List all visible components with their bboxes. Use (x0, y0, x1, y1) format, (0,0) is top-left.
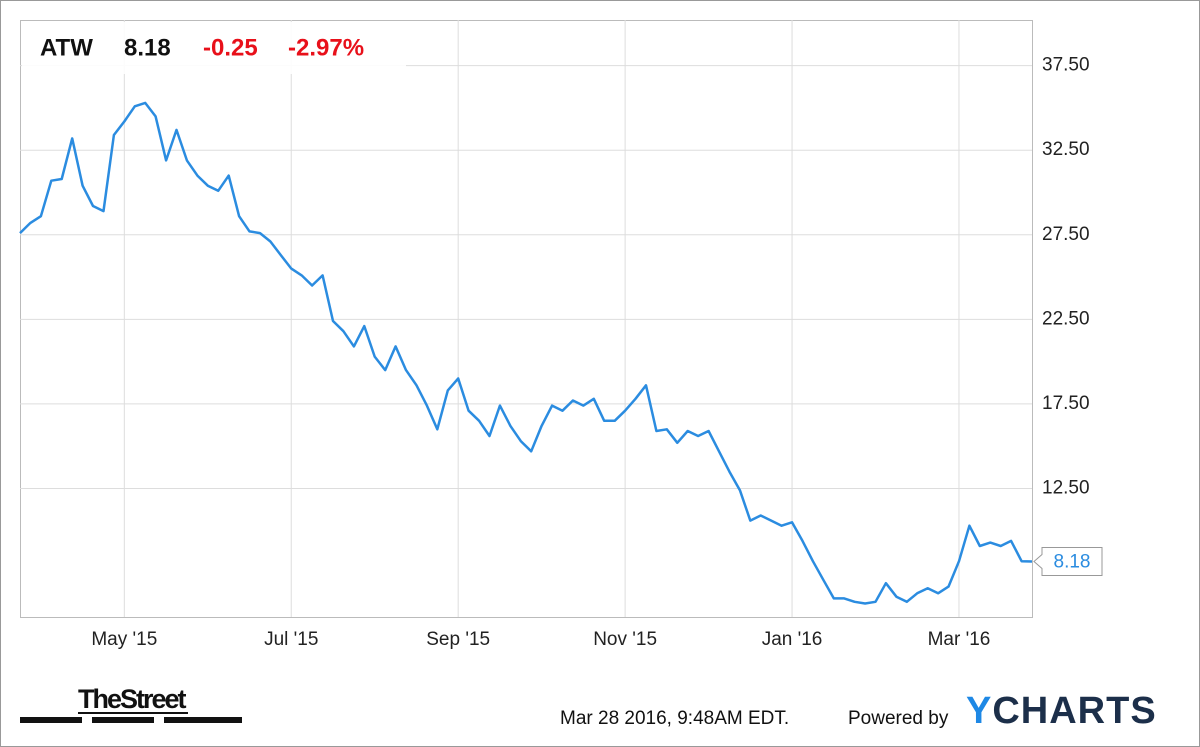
powered-by: Powered by (848, 708, 949, 729)
x-tick-label: Sep '15 (426, 629, 490, 650)
y-tick-label: 12.50 (1042, 477, 1090, 498)
y-tick-label: 22.50 (1042, 308, 1090, 329)
header-box (22, 22, 406, 74)
ycharts-logo: YCHARTS (966, 690, 1157, 732)
last-value-label: 8.18 (1054, 552, 1091, 573)
series (19, 101, 1033, 605)
ticker: ATW (40, 34, 93, 61)
y-tick-label: 17.50 (1042, 393, 1090, 414)
x-tick-label: Nov '15 (593, 629, 657, 650)
x-tick-label: Jul '15 (264, 629, 318, 650)
brand-bar (92, 717, 154, 723)
brand-underline (78, 712, 188, 714)
change-pct: -2.97% (288, 34, 364, 61)
x-tick-label: Mar '16 (928, 629, 991, 650)
line (19, 101, 1033, 605)
x-tick-label: Jan '16 (762, 629, 823, 650)
y-tick-label: 37.50 (1042, 55, 1090, 76)
brand: TheStreet (78, 684, 187, 714)
y-tick-label: 27.50 (1042, 224, 1090, 245)
price: 8.18 (124, 34, 171, 61)
last-value-box (1033, 547, 1103, 577)
y-tick-label: 32.50 (1042, 139, 1090, 160)
brand-bar (20, 717, 82, 723)
timestamp: Mar 28 2016, 9:48AM EDT. (560, 708, 790, 729)
grid (20, 20, 1032, 617)
x-tick-label: May '15 (91, 629, 157, 650)
brand-bar (164, 717, 242, 723)
change: -0.25 (203, 34, 258, 61)
